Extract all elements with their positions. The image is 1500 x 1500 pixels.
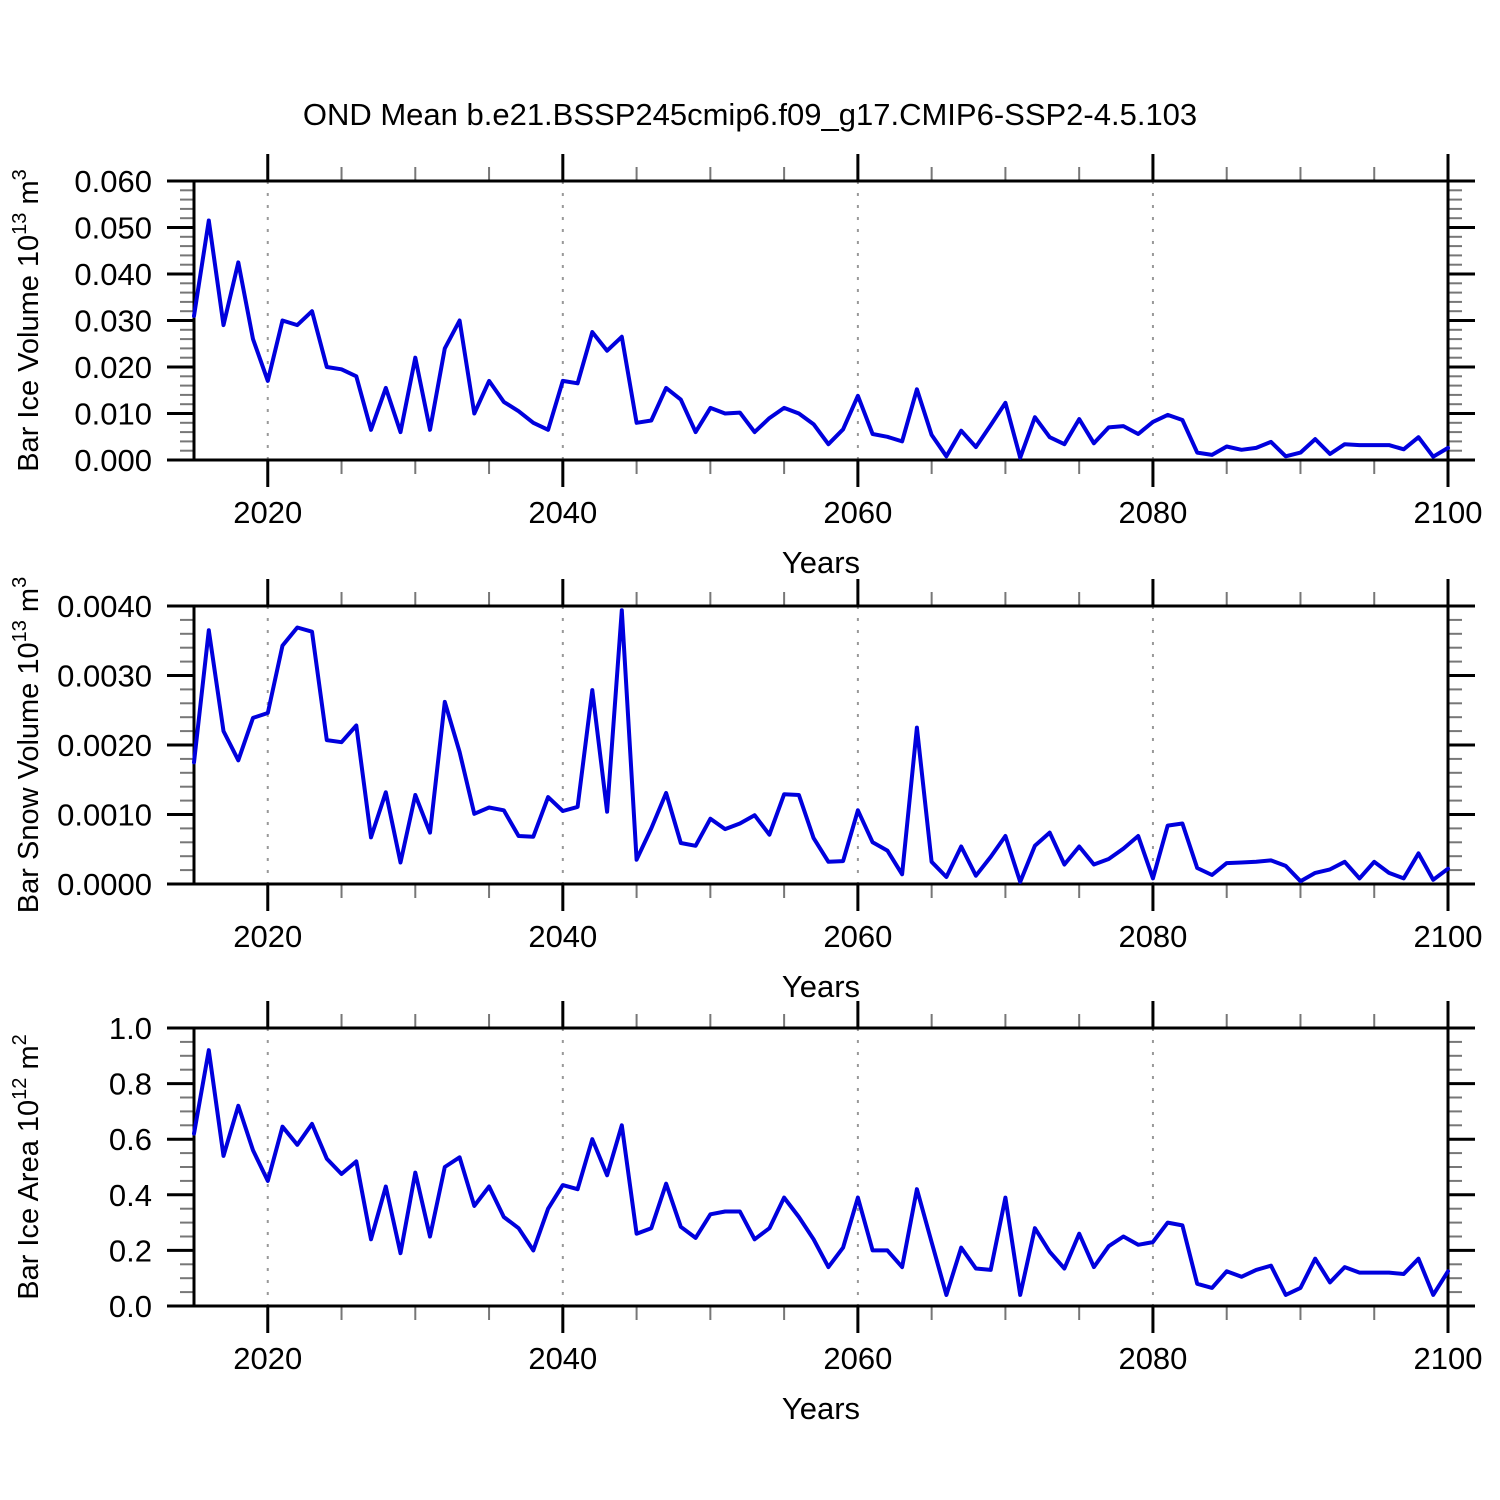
bar-ice-area-line: [192, 1048, 1450, 1297]
y-tick-label: 0.0040: [57, 589, 152, 624]
y-tick-label: 0.8: [109, 1067, 152, 1102]
x-tick-label: 2100: [1414, 495, 1483, 530]
x-tick-label: 2080: [1118, 1341, 1187, 1376]
y-tick-label: 0.0020: [57, 728, 152, 763]
y-tick-label: 0.0010: [57, 798, 152, 833]
x-tick-label: 2060: [823, 919, 892, 954]
y-tick-label: 0.6: [109, 1122, 152, 1157]
x-axis-title: Years: [782, 969, 860, 1004]
y-tick-label: 0.060: [74, 164, 152, 199]
y-axis-title: Bar Ice Area 1012 m2: [9, 1034, 45, 1300]
y-tick-label: 0.030: [74, 304, 152, 339]
bar-ice-area-panel: 2020 2040 2060 2080 2100 0.0 0.2 0.4 0.6 0.8 1.0 Ye…: [9, 1001, 1482, 1426]
y-axis-title: Bar Ice Volume 1013 m3: [9, 169, 45, 472]
x-tick-label: 2060: [823, 1341, 892, 1376]
x-tick-label: 2060: [823, 495, 892, 530]
y-tick-label: 0.2: [109, 1233, 152, 1268]
x-tick-label: 2020: [233, 1341, 302, 1376]
x-tick-label: 2020: [233, 919, 302, 954]
x-axis-title: Years: [782, 545, 860, 580]
y-tick-label: 0.000: [74, 443, 152, 478]
bar-ice-volume-line: [192, 218, 1450, 460]
bar-snow-volume-panel: 2020 2040 2060 2080 2100 0.0000 0.0010 0.0020 0.…: [9, 577, 1482, 1004]
y-tick-label: 0.0: [109, 1289, 152, 1324]
x-tick-label: 2080: [1118, 919, 1187, 954]
y-axis-title: Bar Snow Volume 1013 m3: [9, 577, 45, 913]
x-axis-title: Years: [782, 1391, 860, 1426]
x-tick-label: 2040: [528, 495, 597, 530]
x-tick-label: 2040: [528, 919, 597, 954]
x-tick-label: 2080: [1118, 495, 1187, 530]
x-tick-label: 2040: [528, 1341, 597, 1376]
plot-frame: [192, 1026, 1450, 1308]
y-tick-label: 0.0000: [57, 867, 152, 902]
y-tick-label: 0.0030: [57, 659, 152, 694]
y-tick-label: 1.0: [109, 1011, 152, 1046]
y-tick-label: 0.020: [74, 350, 152, 385]
y-tick-label: 0.040: [74, 257, 152, 292]
plot-frame: [192, 179, 1450, 462]
x-tick-label: 2100: [1414, 1341, 1483, 1376]
y-tick-label: 0.010: [74, 397, 152, 432]
y-tick-label: 0.4: [109, 1178, 152, 1213]
bar-ice-volume-panel: 2020 2040 2060 2080 2100 0.000 0.010 0.020 0.030…: [9, 154, 1482, 580]
y-tick-label: 0.050: [74, 211, 152, 246]
chart-title: OND Mean b.e21.BSSP245cmip6.f09_g17.CMIP…: [303, 97, 1197, 132]
x-tick-label: 2020: [233, 495, 302, 530]
bar-snow-volume-line: [192, 608, 1450, 884]
x-tick-label: 2100: [1414, 919, 1483, 954]
